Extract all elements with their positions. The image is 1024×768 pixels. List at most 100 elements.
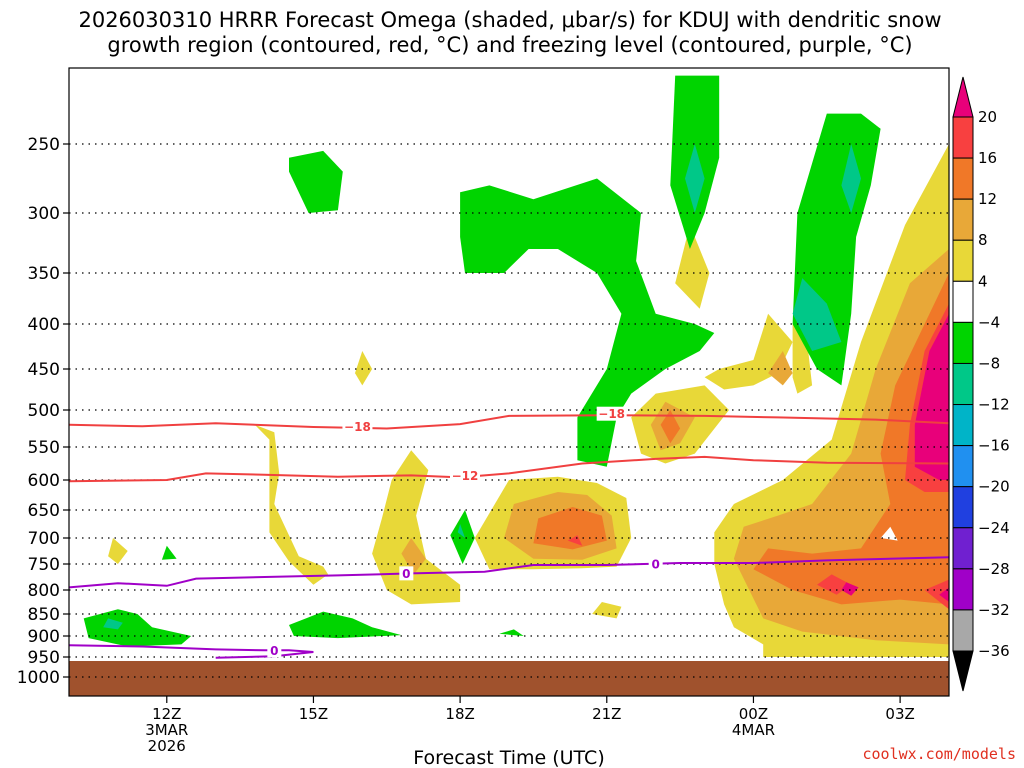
omega-region-28 [161,545,177,560]
colorbar-label-11: −28 [978,560,1010,578]
colorbar: 20 16 12 8 4 −4 −8 −12 −16 −20 −24 −28 −32 −36 [952,76,1010,692]
y-tick-label-900: 900 [28,627,60,647]
y-tick-label-700: 700 [28,529,60,549]
y-tick-label-300: 300 [28,204,60,224]
dgz-lower-label-0: −12 [452,469,479,483]
omega-region-3 [372,450,461,605]
dgz-lower-line [69,455,949,483]
y-tick-label-600: 600 [28,471,60,491]
omega-region-29 [289,611,402,639]
colorbar-bin-6 [952,321,974,364]
colorbar-label-8: −16 [978,437,1010,455]
omega-region-27 [83,609,192,647]
omega-region-30 [289,150,343,213]
omega-region-9 [792,324,813,394]
colorbar-bin-3 [952,198,974,241]
y-tick-label-750: 750 [28,555,60,575]
ground-terrain [69,661,949,696]
chart-title-line1: 2026030310 HRRR Forecast Omega (shaded, … [78,8,941,32]
colorbar-label-1: 16 [978,149,997,167]
x-tick-label-24-0: 00Z [739,705,768,723]
y-tick-label-500: 500 [28,401,60,421]
omega-region-39 [103,618,123,630]
y-tick-label-800: 800 [28,581,60,601]
omega-region-38 [792,278,842,351]
colorbar-label-4: 4 [978,272,988,290]
colorbar-bin-13 [952,609,974,652]
omega-region-40 [457,524,465,538]
omega-region-5 [592,602,622,619]
colorbar-label-6: −8 [978,354,1000,372]
x-tick-label-12-1: 3MAR [145,721,188,739]
omega-region-36 [685,144,705,213]
y-tick-label-1000: 1000 [17,668,60,688]
omega-region-18 [660,410,681,444]
colorbar-bin-10 [952,486,974,529]
colorbar-bin-8 [952,404,974,447]
omega-region-15 [768,351,793,386]
dgz-lower-label-bg-0 [450,468,480,483]
y-tick-label-450: 450 [28,360,60,380]
y-axis: 2503003504004505005506006507007508008509… [17,135,69,688]
omega-region-16 [753,273,949,605]
colorbar-label-13: −36 [978,642,1010,660]
freezing-level-label-bg-0 [399,566,414,581]
dgz-upper-label-bg-0 [342,419,373,434]
freezing-level-label-bg-1 [648,557,663,571]
omega-region-2 [355,351,373,386]
colorbar-bin-14 [952,650,974,692]
omega-region-25 [939,587,949,602]
colorbar-bin-4 [952,239,974,282]
colorbar-label-7: −12 [978,396,1010,414]
colorbar-bin-11 [952,527,974,570]
x-tick-label-27-0: 03Z [885,705,914,723]
y-tick-label-400: 400 [28,315,60,335]
omega-region-23 [914,313,949,480]
colorbar-label-12: −32 [978,601,1010,619]
omega-region-33 [460,178,715,467]
omega-region-21 [924,579,949,610]
omega-region-0 [108,538,128,564]
colorbar-label-9: −20 [978,478,1010,496]
y-tick-label-250: 250 [28,135,60,155]
omega-region-26 [880,526,898,541]
x-tick-label-12-2: 2026 [148,737,186,755]
colorbar-bin-7 [952,362,974,406]
colorbar-label-3: 8 [978,231,988,249]
colorbar-label-2: 12 [978,190,997,208]
colorbar-bin-12 [952,568,974,611]
y-tick-label-850: 850 [28,605,60,625]
omega-region-17 [533,507,607,550]
x-tick-label-24-1: 4MAR [732,721,775,739]
x-tick-label-12-0: 12Z [152,705,181,723]
plot-area: −18 −18 −12 0 0 0 [69,75,949,696]
freezing-level-low-label-bg-0 [267,643,282,658]
freezing-level-label-0: 0 [402,567,410,581]
omega-region-22 [567,535,583,546]
freezing-level-line [69,556,949,589]
y-tick-label-550: 550 [28,438,60,458]
credit-text: coolwx.com/models [862,745,1016,763]
omega-region-13 [401,538,426,575]
colorbar-bin-0 [952,76,974,118]
colorbar-label-5: −4 [978,313,1000,331]
y-tick-label-650: 650 [28,501,60,521]
dgz-upper-line [69,414,949,430]
omega-region-24 [841,582,859,596]
y-tick-label-950: 950 [28,648,60,668]
dgz-upper-label-0: −18 [344,420,371,434]
x-tick-label-18-0: 18Z [445,705,474,723]
dgz-upper-label-bg-1 [596,406,627,421]
y-tick-label-350: 350 [28,264,60,284]
colorbar-label-10: −24 [978,519,1010,537]
x-tick-label-15-0: 15Z [299,705,328,723]
freezing-level-label-1: 0 [651,558,659,572]
plot-frame [68,67,950,697]
colorbar-bin-2 [952,157,974,200]
omega-region-1 [254,424,329,585]
freezing-level-low-label-0: 0 [270,644,278,658]
colorbar-label-0: 20 [978,108,997,126]
chart-title-line2: growth region (contoured, red, °C) and f… [107,33,912,57]
